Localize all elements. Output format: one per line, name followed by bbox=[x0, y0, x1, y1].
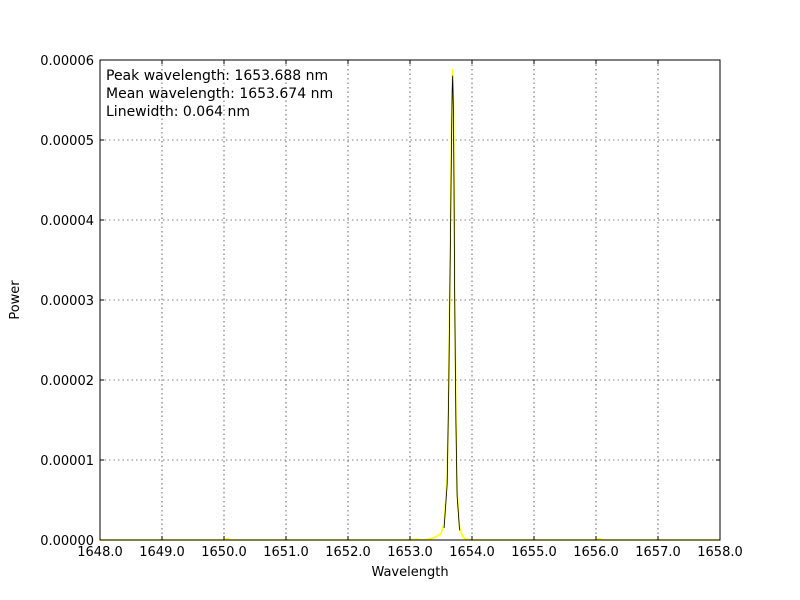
x-tick-label: 1657.0 bbox=[635, 545, 681, 560]
x-tick-label: 1652.0 bbox=[325, 545, 371, 560]
x-tick-label: 1658.0 bbox=[697, 545, 743, 560]
linewidth-annotation: Linewidth: 0.064 nm bbox=[106, 104, 250, 120]
x-tick-labels: 1648.0 1649.0 1650.0 1651.0 1652.0 1653.0 1654… bbox=[77, 545, 743, 560]
peak-wavelength-annotation: Peak wavelength: 1653.688 nm bbox=[106, 68, 328, 84]
y-tick-label: 0.00002 bbox=[40, 374, 94, 389]
x-tick-label: 1649.0 bbox=[139, 545, 185, 560]
x-tick-label: 1656.0 bbox=[573, 545, 619, 560]
x-tick-label: 1655.0 bbox=[511, 545, 557, 560]
x-tick-label: 1653.0 bbox=[387, 545, 433, 560]
y-tick-label: 0.00001 bbox=[40, 454, 94, 469]
x-tick-label: 1651.0 bbox=[263, 545, 309, 560]
x-tick-label: 1654.0 bbox=[449, 545, 495, 560]
y-tick-label: 0.00006 bbox=[40, 54, 94, 69]
y-tick-label: 0.00005 bbox=[40, 134, 94, 149]
y-tick-label: 0.00003 bbox=[40, 294, 94, 309]
y-axis-label: Power bbox=[8, 280, 23, 320]
x-tick-label: 1648.0 bbox=[77, 545, 123, 560]
y-tick-label: 0.00000 bbox=[40, 534, 94, 549]
tick-marks bbox=[99, 59, 721, 541]
grid-lines bbox=[100, 60, 720, 540]
mean-wavelength-annotation: Mean wavelength: 1653.674 nm bbox=[106, 86, 333, 102]
x-tick-label: 1650.0 bbox=[201, 545, 247, 560]
x-axis-label: Wavelength bbox=[371, 565, 448, 580]
y-tick-label: 0.00004 bbox=[40, 214, 94, 229]
y-tick-labels: 0.00000 0.00001 0.00002 0.00003 0.00004 0.000… bbox=[40, 54, 94, 549]
spectrum-series-outline bbox=[443, 75, 460, 531]
